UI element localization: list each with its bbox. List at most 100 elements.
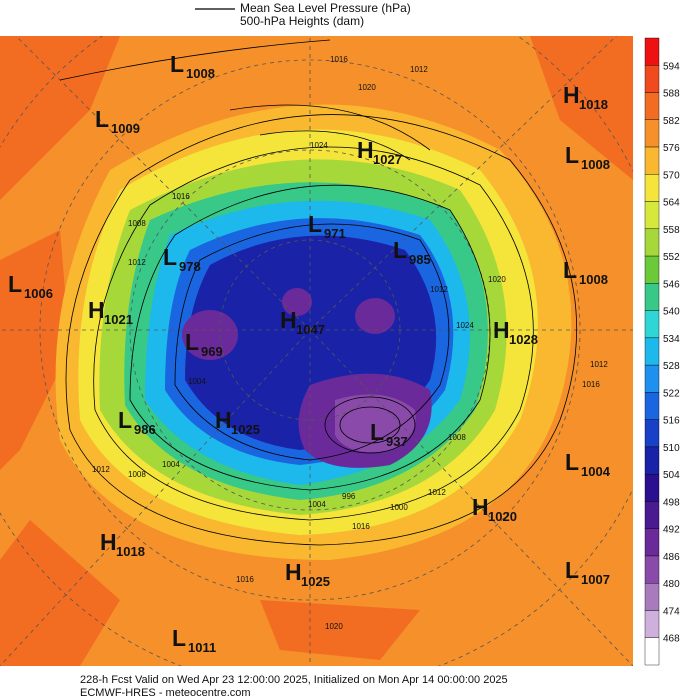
isobar-label: 1020 (488, 275, 506, 284)
colorbar-label: 528 (663, 361, 680, 372)
colorbar-label: 498 (663, 497, 680, 508)
colorbar-bin (644, 473, 660, 502)
colorbar-bin (644, 146, 660, 175)
center-value: 1018 (579, 97, 608, 112)
center-letter: L (172, 625, 186, 651)
center-value: 1047 (296, 322, 325, 337)
colorbar-bin (644, 364, 660, 393)
center-value: 1021 (104, 312, 133, 327)
isobar-label: 1004 (308, 500, 326, 509)
isobar-label: 1016 (352, 522, 370, 531)
colorbar-bin (644, 174, 660, 202)
center-letter: H (472, 494, 489, 520)
colorbar-label: 480 (663, 579, 680, 590)
colorbar-label: 486 (663, 552, 680, 563)
isobar-label: 1016 (330, 55, 348, 64)
center-letter: L (370, 419, 384, 445)
footer-line1: 228-h Fcst Valid on Wed Apr 23 12:00:00 … (80, 674, 508, 686)
isobar-label: 1000 (390, 503, 408, 512)
center-value: 1007 (581, 572, 610, 587)
center-letter: L (563, 257, 577, 283)
center-value: 1009 (111, 121, 140, 136)
colorbar-label: 492 (663, 525, 680, 536)
colorbar-label: 588 (663, 89, 680, 100)
center-letter: L (163, 244, 177, 270)
footer-line2: ECMWF-HRES - meteocentre.com (80, 687, 251, 699)
colorbar-bin (644, 255, 660, 284)
colorbar-label: 468 (663, 634, 680, 645)
isobar-label: 1024 (310, 141, 328, 150)
center-value: 1025 (231, 422, 260, 437)
colorbar-bin (644, 555, 660, 584)
center-letter: H (280, 307, 297, 333)
center-value: 1027 (373, 152, 402, 167)
colorbar-bin (644, 419, 660, 448)
center-value: 1008 (581, 157, 610, 172)
center-letter: L (8, 271, 22, 297)
center-letter: L (565, 449, 579, 475)
colorbar-label: 510 (663, 443, 680, 454)
legend-fill-label: 500-hPa Heights (dam) (240, 14, 364, 28)
colorbar-bin (644, 637, 660, 666)
colorbar-bin (644, 37, 660, 66)
center-letter: L (170, 51, 184, 77)
colorbar-bin (644, 446, 660, 475)
isobar-label: 1012 (430, 285, 448, 294)
colorbar-label: 552 (663, 252, 680, 263)
center-value: 978 (179, 259, 201, 274)
colorbar-label: 564 (663, 198, 680, 209)
legend-line-label: Mean Sea Level Pressure (hPa) (240, 1, 411, 15)
isobar-label: 1008 (128, 470, 146, 479)
center-value: 1018 (116, 544, 145, 559)
colorbar-bin (644, 92, 660, 120)
colorbar-label: 594 (663, 61, 680, 72)
colorbar-label: 504 (663, 470, 680, 481)
center-value: 1006 (24, 286, 53, 301)
center-letter: H (88, 297, 105, 323)
colorbar-label: 534 (663, 334, 680, 345)
center-value: 986 (134, 422, 156, 437)
center-letter: L (565, 142, 579, 168)
isobar-label: 1012 (428, 488, 446, 497)
colorbar-label: 570 (663, 170, 680, 181)
colorbar-bin (644, 283, 660, 311)
isobar-label: 1008 (128, 219, 146, 228)
isobar-label: 1012 (92, 465, 110, 474)
center-letter: L (393, 237, 407, 263)
isobar-label: 1012 (410, 65, 428, 74)
colorbar-label: 546 (663, 279, 680, 290)
center-value: 937 (386, 434, 408, 449)
colorbar-label: 576 (663, 143, 680, 154)
colorbar-label: 540 (663, 307, 680, 318)
colorbar-bin (644, 610, 660, 638)
center-value: 985 (409, 252, 431, 267)
colorbar-bin (644, 501, 660, 529)
center-letter: H (563, 82, 580, 108)
isobar-label: 1004 (188, 377, 206, 386)
isobar-label: 1024 (456, 321, 474, 330)
center-value: 969 (201, 344, 223, 359)
center-value: 1025 (301, 574, 330, 589)
colorbar-bin (644, 310, 660, 339)
isobar-label: 1012 (590, 360, 608, 369)
isobar-label: 1016 (172, 192, 190, 201)
isobar-label: 1020 (325, 622, 343, 631)
isobar-label: 996 (342, 492, 356, 501)
center-letter: H (285, 559, 302, 585)
center-letter: H (493, 317, 510, 343)
colorbar-bin (644, 528, 660, 557)
center-value: 1020 (488, 509, 517, 524)
isobar-label: 1012 (128, 258, 146, 267)
center-value: 1008 (186, 66, 215, 81)
isobar-label: 1020 (358, 83, 376, 92)
center-value: 1028 (509, 332, 538, 347)
center-letter: L (185, 329, 199, 355)
colorbar-label: 474 (663, 606, 680, 617)
center-letter: H (357, 137, 374, 163)
center-value: 1008 (579, 272, 608, 287)
isobar-label: 1004 (162, 460, 180, 469)
colorbar-bin (644, 392, 660, 420)
center-letter: L (308, 211, 322, 237)
